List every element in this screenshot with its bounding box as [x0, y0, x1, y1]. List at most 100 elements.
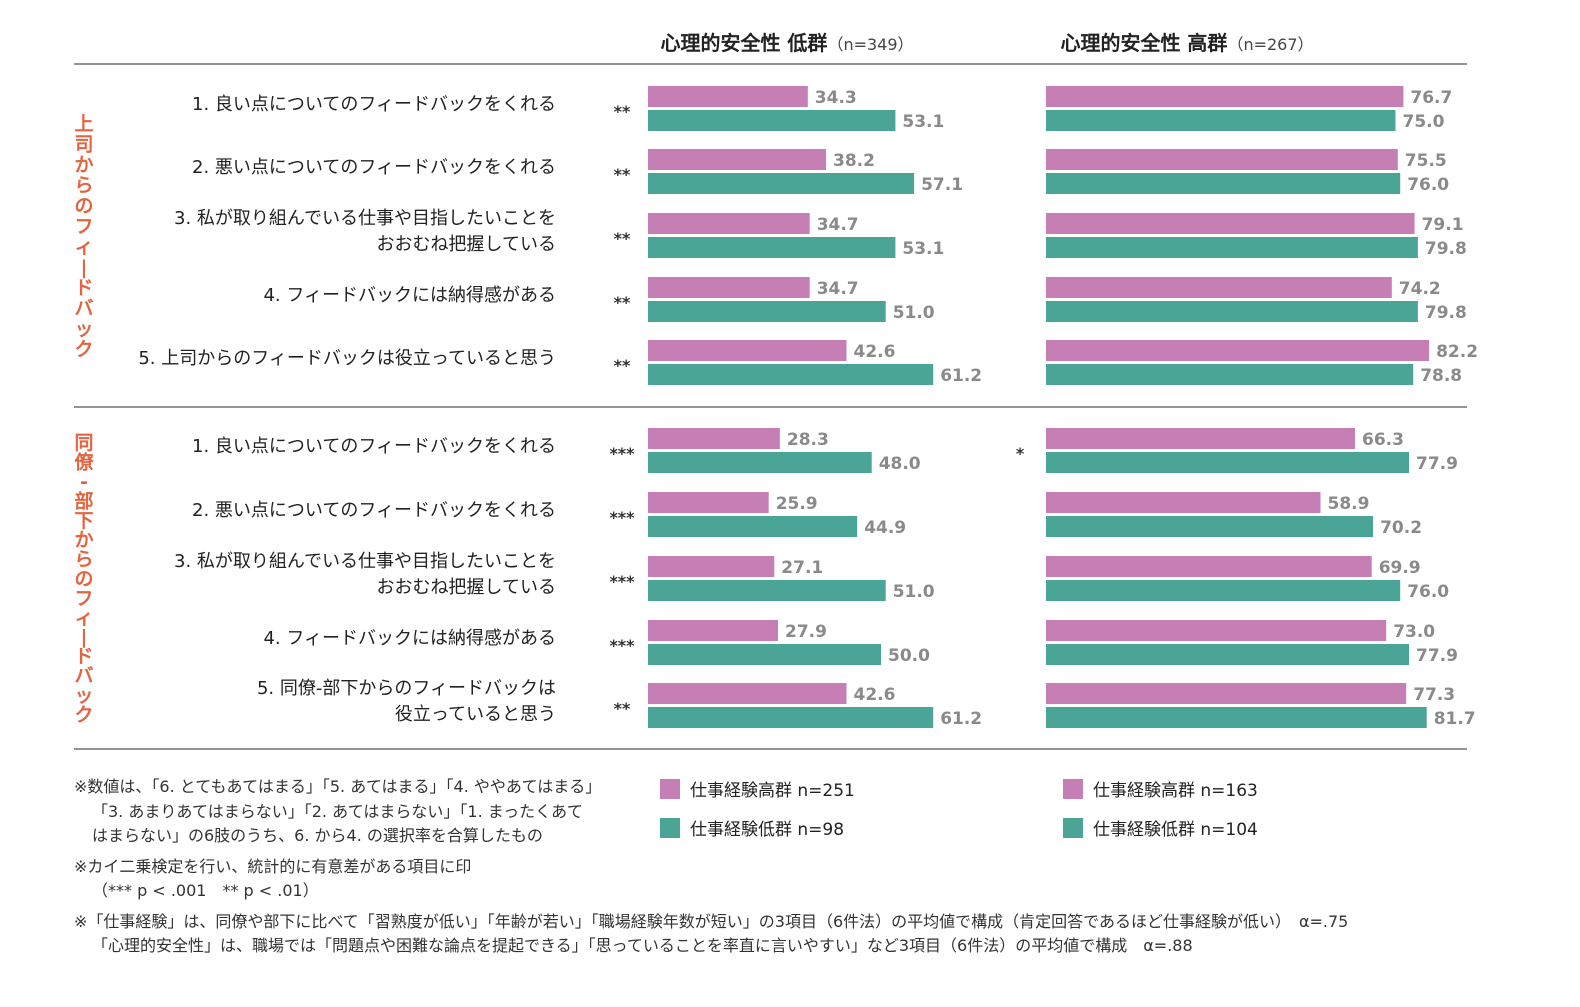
- value-label: 53.1: [902, 112, 944, 132]
- significance-mark: *: [1016, 444, 1025, 463]
- value-label: 79.8: [1425, 303, 1467, 323]
- value-label: 74.2: [1399, 279, 1441, 299]
- value-label: 82.2: [1436, 342, 1478, 362]
- section-label-char: ク: [74, 704, 93, 726]
- significance-mark: **: [614, 229, 631, 248]
- bar-high-experience: [1046, 683, 1407, 704]
- bar-high-experience: [648, 340, 847, 361]
- bar-low-experience: [1046, 452, 1409, 473]
- bar-low-experience: [648, 580, 886, 601]
- section-label-char: ッ: [74, 684, 93, 706]
- value-label: 61.2: [940, 709, 982, 729]
- value-label: 57.1: [921, 175, 963, 195]
- value-label: 42.6: [854, 342, 896, 362]
- item-label-line1: 3. 私が取り組んでいる仕事や目指したいことを: [174, 551, 556, 572]
- value-label: 76.7: [1410, 88, 1452, 108]
- value-label: 66.3: [1362, 430, 1404, 450]
- bar-low-experience: [648, 173, 915, 194]
- bar-low-experience: [648, 452, 872, 473]
- legend-item-low-experience: 仕事経験低群 n=98: [660, 815, 844, 840]
- value-label: 77.3: [1413, 685, 1455, 705]
- section-label-char: 司: [74, 133, 93, 155]
- panel-n-label: （n=349）: [827, 35, 913, 54]
- bar-low-experience: [1046, 644, 1409, 665]
- legend-label: 仕事経験高群 n=163: [1093, 781, 1258, 801]
- bar-high-experience: [648, 492, 769, 513]
- section-label-char: ら: [74, 174, 93, 196]
- item-label-line2: おおむね把握している: [377, 234, 556, 255]
- bar-high-experience: [648, 428, 780, 449]
- value-label: 48.0: [879, 454, 921, 474]
- legend-swatch-high: [1063, 778, 1083, 799]
- value-label: 70.2: [1380, 518, 1422, 538]
- section-label-char: |: [81, 256, 88, 278]
- section-label-0: 上司からのフィ|ドバック: [74, 113, 93, 360]
- bar-low-experience: [1046, 110, 1396, 131]
- note-safety-definition: 「心理的安全性」は、職場では「問題点や困難な論点を提起できる」「思っていることを…: [92, 936, 1193, 955]
- value-label: 53.1: [902, 239, 944, 259]
- value-label: 77.9: [1416, 454, 1458, 474]
- bar-low-experience: [648, 237, 896, 258]
- panel-title-1: 心理的安全性 高群（n=267）: [1060, 31, 1313, 55]
- value-label: 73.0: [1393, 622, 1435, 642]
- value-label: 51.0: [893, 582, 935, 602]
- section-label-char: ド: [74, 277, 93, 299]
- section-label-char: か: [74, 529, 93, 551]
- legend-label: 仕事経験低群 n=104: [1093, 820, 1258, 840]
- section-label-char: 下: [74, 510, 93, 532]
- value-label: 75.0: [1403, 112, 1445, 132]
- bar-high-experience: [648, 86, 808, 107]
- item-label: 2. 悪い点についてのフィードバックをくれる: [192, 157, 556, 178]
- bar-low-experience: [648, 110, 896, 131]
- section-label-char: ィ: [74, 607, 93, 629]
- value-label: 58.9: [1328, 494, 1370, 514]
- bar-high-experience: [1046, 556, 1372, 577]
- bar-low-experience: [648, 644, 881, 665]
- value-label: 34.7: [817, 215, 859, 235]
- bar-high-experience: [1046, 428, 1355, 449]
- section-label-char: の: [74, 195, 93, 217]
- legend-label: 仕事経験高群 n=251: [690, 781, 855, 801]
- section-label-char: バ: [74, 665, 93, 687]
- bar-high-experience: [1046, 149, 1398, 170]
- section-label-char: ド: [74, 646, 93, 668]
- bar-high-experience: [648, 556, 775, 577]
- bar-low-experience: [648, 364, 934, 385]
- note-values: ※数値は、「6. とてもあてはまる」「5. あてはまる」「4. ややあてはまる」: [74, 777, 602, 796]
- value-label: 28.3: [787, 430, 829, 450]
- bar-high-experience: [648, 277, 810, 298]
- panel-title-0: 心理的安全性 低群（n=349）: [660, 31, 913, 55]
- value-label: 38.2: [833, 151, 875, 171]
- section-label-char: 上: [74, 113, 93, 135]
- section-label-char: ク: [74, 338, 93, 360]
- value-label: 76.0: [1407, 582, 1449, 602]
- item-label-line2: 役立っていると思う: [395, 704, 556, 725]
- value-label: 50.0: [888, 646, 930, 666]
- item-label-line2: おおむね把握している: [377, 577, 556, 598]
- significance-mark: ***: [609, 636, 635, 655]
- bar-low-experience: [1046, 580, 1401, 601]
- bar-high-experience: [648, 213, 810, 234]
- bar-high-experience: [1046, 340, 1430, 361]
- bar-high-experience: [1046, 277, 1392, 298]
- bar-high-experience: [648, 683, 847, 704]
- bar-low-experience: [1046, 364, 1414, 385]
- value-label: 69.9: [1379, 558, 1421, 578]
- note-experience-definition: ※「仕事経験」は、同僚や部下に比べて「習熟度が低い」「年齢が若い」「職場経験年数…: [74, 911, 1349, 931]
- item-label-line1: 3. 私が取り組んでいる仕事や目指したいことを: [174, 208, 556, 229]
- note-values-cont: はまらない」の6肢のうち、6. から4. の選択率を合算したもの: [92, 826, 543, 845]
- value-label: 76.0: [1407, 175, 1449, 195]
- bar-low-experience: [648, 516, 858, 537]
- value-label: 81.7: [1434, 709, 1476, 729]
- section-label-char: の: [74, 568, 93, 590]
- bar-high-experience: [648, 149, 826, 170]
- item-label: 4. フィードバックには納得感がある: [263, 628, 556, 649]
- bar-high-experience: [1046, 213, 1415, 234]
- bar-low-experience: [1046, 237, 1418, 258]
- section-label-char: 同: [74, 432, 93, 454]
- bar-high-experience: [1046, 492, 1321, 513]
- value-label: 79.1: [1422, 215, 1464, 235]
- significance-mark: **: [614, 293, 631, 312]
- legend-label: 仕事経験低群 n=98: [690, 820, 845, 840]
- bar-low-experience: [648, 707, 934, 728]
